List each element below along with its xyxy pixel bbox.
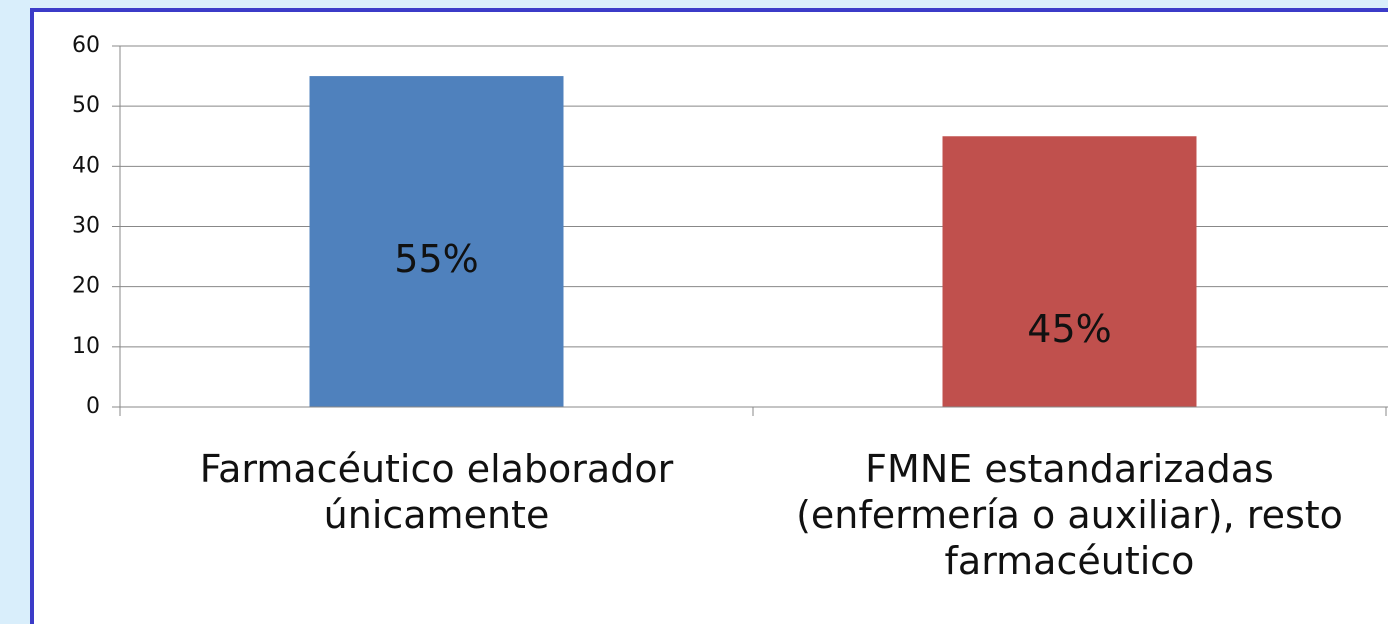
data-label: 55% [394,237,478,281]
y-tick-label: 40 [72,153,100,178]
x-tick-label: FMNE estandarizadas (enfermería o auxili… [796,447,1343,583]
y-tick-label: 10 [72,334,100,359]
y-tick-label: 50 [72,93,100,118]
bar [942,136,1197,407]
y-tick-label: 20 [72,274,100,299]
data-label: 45% [1027,307,1111,351]
y-tick-label: 0 [86,394,100,419]
y-tick-label: 30 [72,214,100,239]
bar [309,76,564,407]
x-tick-label: Farmacéutico elaborador únicamente [199,447,674,537]
y-tick-label: 60 [72,33,100,58]
